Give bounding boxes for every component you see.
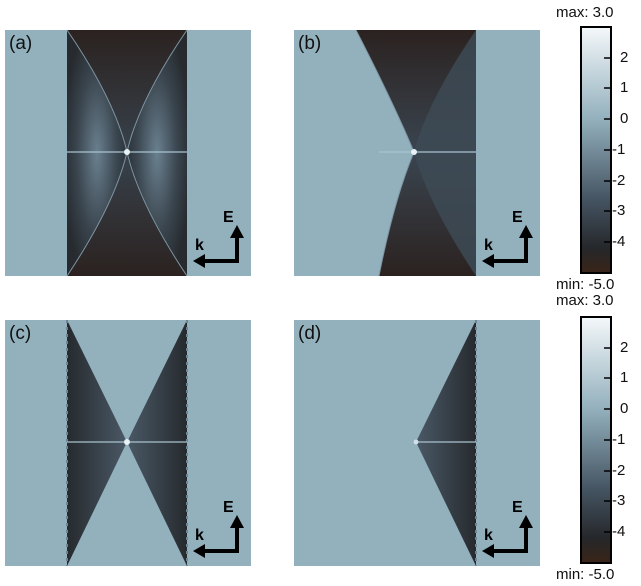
colorbar-2-tick: -1 xyxy=(612,431,626,448)
panel-c: (c) E k xyxy=(5,320,251,566)
panel-b-label: (b) xyxy=(298,33,322,54)
energy-momentum-axes: E k xyxy=(482,499,534,561)
colorbar-2-tick: -3 xyxy=(612,492,626,509)
colorbar-2-tick: -4 xyxy=(612,523,626,540)
colorbar-1-tick: -1 xyxy=(612,141,626,158)
axes-arrows-icon xyxy=(193,225,244,268)
panel-d-label: (d) xyxy=(298,323,322,344)
axes-arrows-icon xyxy=(482,515,533,558)
momentum-axis-label: k xyxy=(195,527,204,544)
colorbar-1-max-label: max: 3.0 xyxy=(556,4,614,21)
energy-axis-label: E xyxy=(512,499,523,516)
colorbar-2-tick: -2 xyxy=(612,462,626,479)
panel-b: (b) E k xyxy=(294,30,540,276)
colorbar-2-tick: 2 xyxy=(620,339,629,356)
momentum-axis-label: k xyxy=(195,237,204,254)
panel-d-image xyxy=(294,320,540,566)
panel-c-image xyxy=(5,320,251,566)
colorbar-1 xyxy=(580,26,612,274)
colorbar-1-tick: 0 xyxy=(620,110,629,127)
panel-a-label: (a) xyxy=(9,33,33,54)
colorbar-1-tick: -2 xyxy=(612,172,626,189)
panel-a-image xyxy=(5,30,251,276)
colorbar-2 xyxy=(580,316,612,564)
colorbar-2-max-label: max: 3.0 xyxy=(556,292,614,309)
colorbar-1-tick: 1 xyxy=(620,79,629,96)
momentum-axis-label: k xyxy=(484,237,493,254)
panel-b-image xyxy=(294,30,540,276)
energy-axis-label: E xyxy=(223,499,234,516)
colorbar-1-min-label: min: -5.0 xyxy=(556,276,615,293)
colorbar-1-tick: 2 xyxy=(620,49,629,66)
energy-axis-label: E xyxy=(223,209,234,226)
axes-arrows-icon xyxy=(193,515,244,558)
colorbar-2-tick: 0 xyxy=(620,400,629,417)
energy-momentum-axes: E k xyxy=(193,499,245,561)
colorbar-2-tick: 1 xyxy=(620,369,629,386)
axes-arrows-icon xyxy=(482,225,533,268)
panel-d: (d) E k xyxy=(294,320,540,566)
colorbar-1-tick: -4 xyxy=(612,233,626,250)
colorbar-2-min-label: min: -5.0 xyxy=(556,566,615,583)
panel-a: (a) E k xyxy=(5,30,251,276)
energy-momentum-axes: E k xyxy=(482,209,534,271)
momentum-axis-label: k xyxy=(484,527,493,544)
colorbar-1-tick: -3 xyxy=(612,202,626,219)
panel-c-label: (c) xyxy=(9,323,32,344)
energy-axis-label: E xyxy=(512,209,523,226)
energy-momentum-axes: E k xyxy=(193,209,245,271)
